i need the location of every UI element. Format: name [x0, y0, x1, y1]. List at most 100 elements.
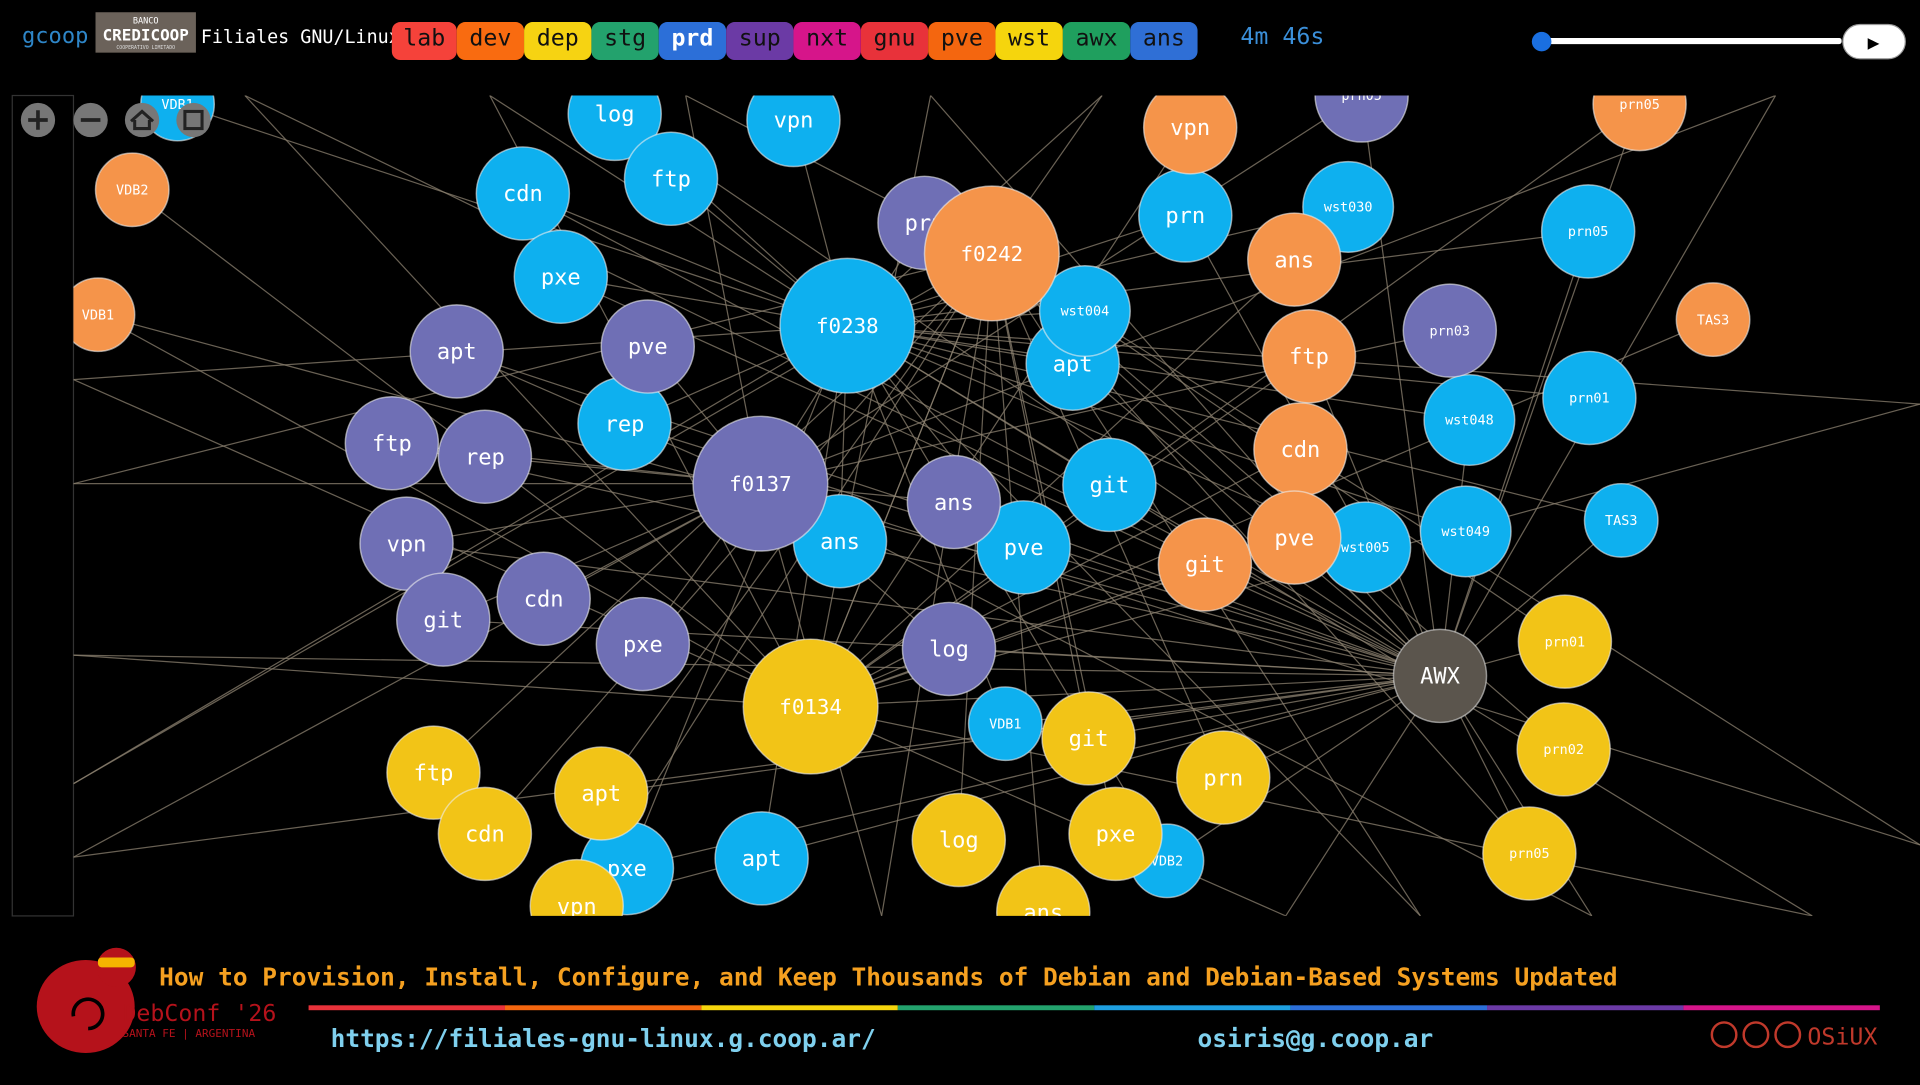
tag-bg[interactable]: [1130, 22, 1198, 61]
node-circle[interactable]: [1517, 594, 1613, 689]
node-label[interactable]: ftp: [651, 167, 691, 192]
node-label[interactable]: prn01: [1569, 392, 1610, 407]
node[interactable]: log: [567, 67, 662, 162]
node-label[interactable]: log: [939, 829, 979, 854]
node[interactable]: f0238: [779, 257, 916, 394]
node[interactable]: pve: [600, 299, 696, 394]
node-label[interactable]: wst005: [1341, 541, 1390, 556]
node-label[interactable]: log: [929, 638, 969, 663]
tag-label[interactable]: nxt: [806, 24, 848, 51]
node-label[interactable]: log: [595, 103, 635, 128]
node-circle[interactable]: [1540, 184, 1636, 279]
node-circle[interactable]: [1142, 81, 1238, 175]
node-label[interactable]: ans: [820, 530, 860, 555]
node-circle[interactable]: [1592, 58, 1687, 152]
node-label[interactable]: f0137: [729, 472, 792, 496]
node-label[interactable]: wst049: [1441, 525, 1490, 540]
node-circle[interactable]: [996, 864, 1091, 959]
node[interactable]: log: [911, 792, 1007, 888]
node-label[interactable]: prn01: [1545, 635, 1585, 650]
node[interactable]: wst004: [1038, 264, 1131, 358]
node-circle[interactable]: [1423, 373, 1516, 467]
node[interactable]: rep: [577, 376, 672, 471]
tag[interactable]: nxt: [793, 22, 861, 61]
tag-label[interactable]: sup: [739, 24, 781, 51]
node[interactable]: VDB1: [61, 277, 136, 353]
node-circle[interactable]: [1041, 691, 1136, 786]
tag-bg[interactable]: [928, 22, 996, 61]
node[interactable]: git: [1041, 691, 1136, 786]
node-label[interactable]: wst048: [1445, 414, 1494, 429]
url[interactable]: https://filiales-gnu-linux.g.coop.ar/: [331, 1024, 876, 1053]
node-circle[interactable]: [742, 638, 879, 775]
node-circle[interactable]: [906, 454, 1002, 550]
node-label[interactable]: TAS3: [1605, 514, 1637, 529]
tag-label[interactable]: ans: [1143, 24, 1185, 51]
node-label[interactable]: cdn: [503, 182, 543, 207]
node[interactable]: cdn: [475, 146, 571, 241]
node-label[interactable]: prn05: [1619, 98, 1660, 113]
node-circle[interactable]: [1157, 517, 1253, 612]
tag-bg[interactable]: [726, 22, 794, 61]
tag[interactable]: gnu: [860, 22, 929, 61]
node[interactable]: prn02: [1516, 702, 1611, 797]
node[interactable]: AWX: [1392, 628, 1488, 724]
email[interactable]: osiris@g.coop.ar: [1198, 1024, 1434, 1053]
progress-track[interactable]: [1540, 37, 1842, 45]
node[interactable]: cdn: [1253, 402, 1348, 497]
node-circle[interactable]: [595, 596, 691, 692]
tag[interactable]: pve: [928, 22, 996, 61]
node[interactable]: f0134: [742, 638, 879, 775]
node[interactable]: prn05: [1592, 58, 1687, 152]
node[interactable]: wst049: [1419, 485, 1512, 578]
node[interactable]: ans: [1247, 212, 1342, 307]
node-label[interactable]: git: [1089, 474, 1129, 499]
node-circle[interactable]: [600, 299, 696, 394]
node-circle[interactable]: [1482, 806, 1577, 901]
tag-label[interactable]: awx: [1076, 24, 1118, 51]
node-label[interactable]: ftp: [414, 761, 454, 786]
node-label[interactable]: VDB1: [989, 717, 1021, 732]
tag-label[interactable]: prd: [671, 24, 713, 51]
node-circle[interactable]: [344, 396, 440, 491]
tag-bg[interactable]: [793, 22, 861, 61]
node-circle[interactable]: [1542, 350, 1637, 446]
node-circle[interactable]: [553, 746, 649, 841]
node-circle[interactable]: [475, 146, 571, 241]
node[interactable]: ftp: [623, 131, 719, 227]
node[interactable]: VDB2: [94, 152, 170, 228]
tag-label[interactable]: pve: [941, 24, 983, 51]
tag[interactable]: lab: [391, 22, 457, 61]
node-circle[interactable]: [61, 277, 136, 353]
node-label[interactable]: ans: [1023, 901, 1063, 926]
node-circle[interactable]: [529, 858, 624, 953]
node-label[interactable]: cdn: [1281, 438, 1321, 463]
node[interactable]: cdn: [496, 551, 591, 647]
tag[interactable]: dev: [456, 22, 525, 61]
node-label[interactable]: ans: [934, 491, 974, 516]
node[interactable]: ftp: [344, 396, 440, 491]
node[interactable]: ans: [906, 454, 1002, 550]
node-label[interactable]: cdn: [465, 823, 505, 848]
node[interactable]: prn01: [1517, 594, 1613, 689]
tag-bg[interactable]: [860, 22, 929, 61]
node-label[interactable]: pxe: [623, 633, 663, 658]
node-circle[interactable]: [386, 725, 481, 820]
node-label[interactable]: VDB2: [1151, 855, 1183, 870]
node-circle[interactable]: [1247, 490, 1342, 585]
fullscreen[interactable]: [176, 102, 211, 138]
node-label[interactable]: ftp: [372, 432, 412, 457]
node-label[interactable]: vpn: [387, 532, 427, 557]
node[interactable]: TAS3: [1675, 282, 1751, 358]
node[interactable]: prn03: [1402, 283, 1498, 378]
node-label[interactable]: pve: [628, 335, 668, 360]
node[interactable]: git: [1157, 517, 1253, 612]
tag[interactable]: sup: [726, 22, 794, 61]
node[interactable]: vpn: [529, 858, 624, 953]
node[interactable]: rep: [437, 409, 533, 505]
node-label[interactable]: vpn: [557, 895, 597, 920]
node-label[interactable]: f0134: [779, 695, 842, 719]
tag[interactable]: awx: [1062, 22, 1131, 61]
node[interactable]: f0242: [923, 185, 1060, 322]
node[interactable]: prn05: [1314, 49, 1409, 143]
